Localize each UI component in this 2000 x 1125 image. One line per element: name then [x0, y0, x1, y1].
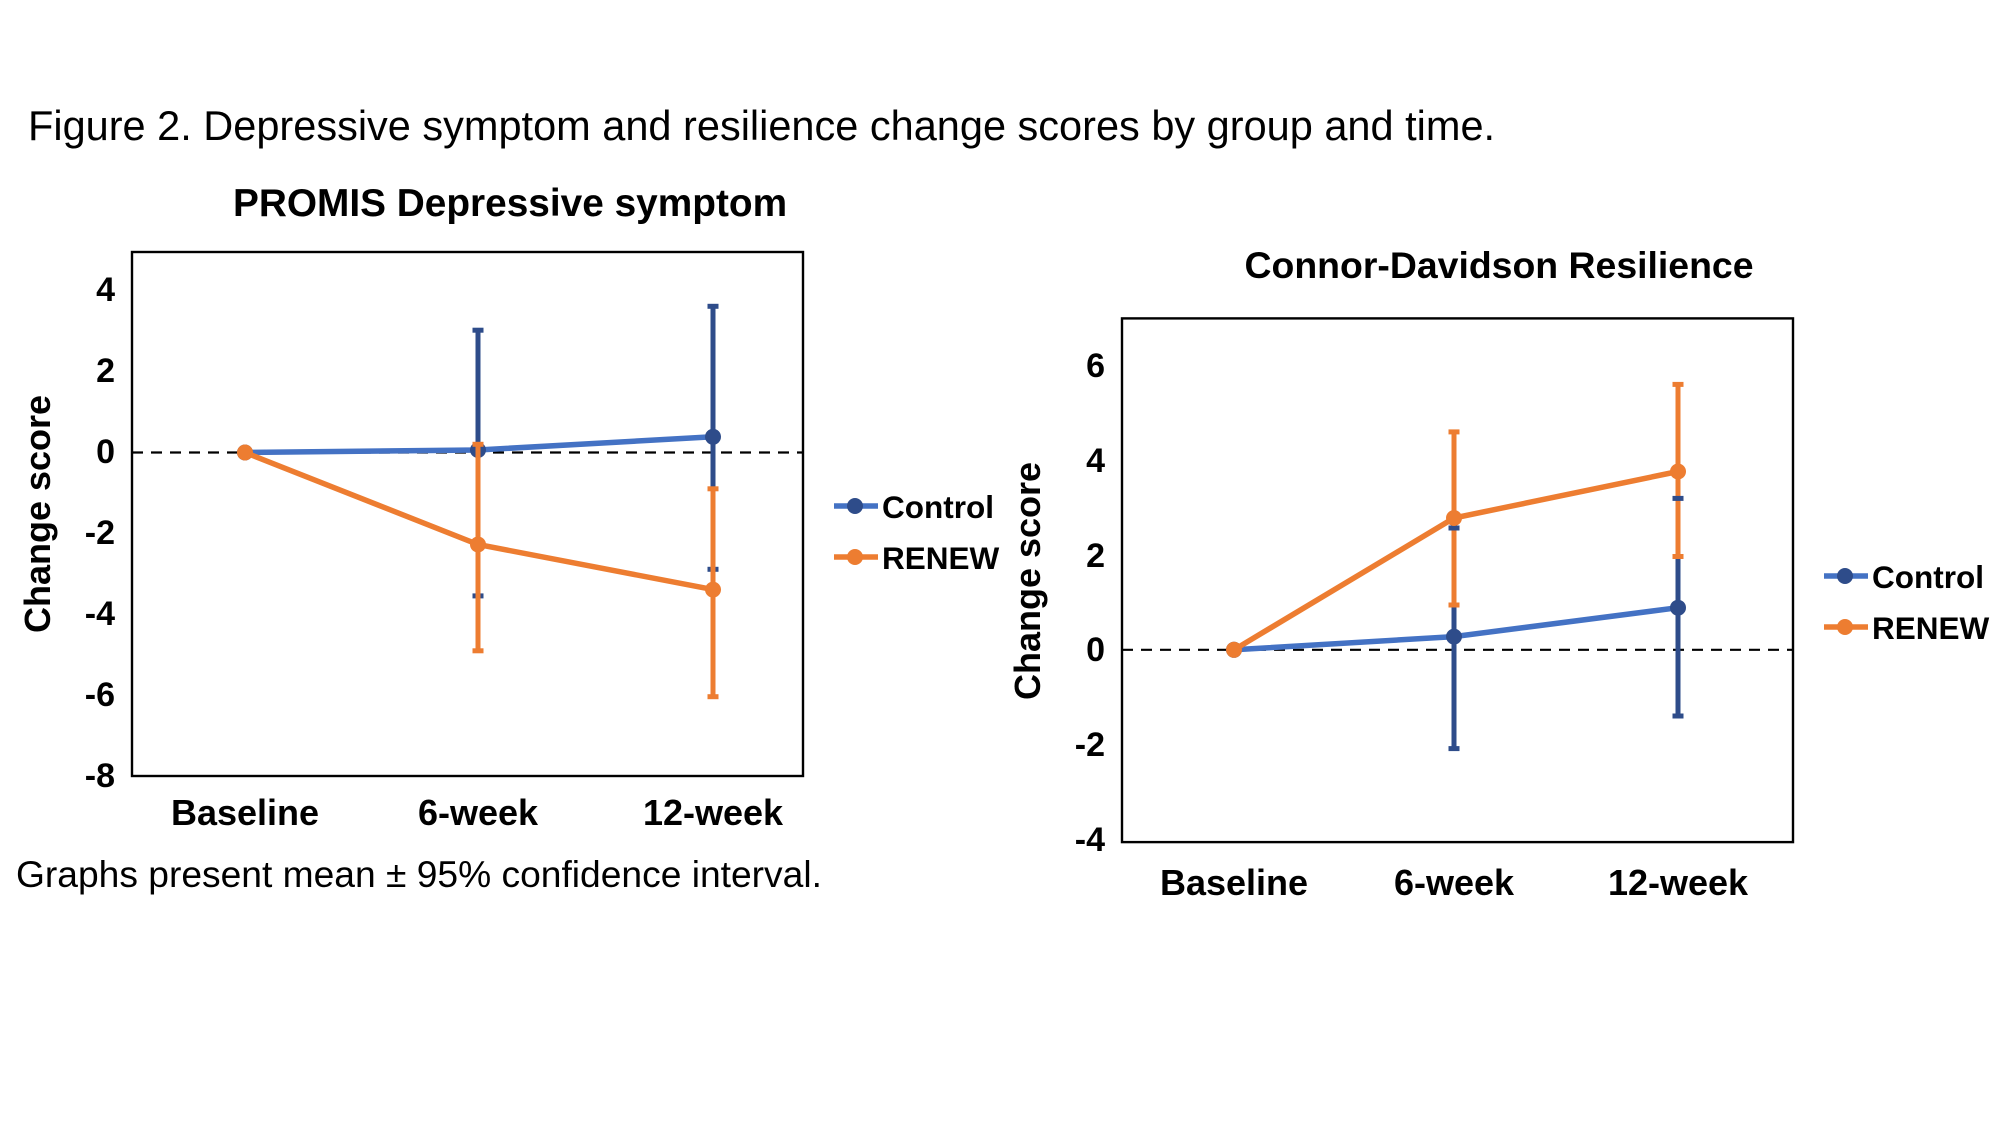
- svg-text:0: 0: [1086, 631, 1105, 669]
- svg-text:2: 2: [1086, 537, 1105, 575]
- svg-text:-2: -2: [1075, 726, 1105, 764]
- svg-text:Change score: Change score: [1007, 462, 1048, 700]
- svg-text:-4: -4: [1075, 821, 1105, 859]
- svg-text:4: 4: [1086, 442, 1105, 480]
- svg-text:Control: Control: [1872, 559, 1984, 595]
- svg-text:RENEW: RENEW: [1872, 610, 1990, 646]
- svg-text:Baseline: Baseline: [1160, 862, 1308, 903]
- svg-text:12-week: 12-week: [1608, 862, 1749, 903]
- svg-text:6-week: 6-week: [1394, 862, 1515, 903]
- svg-text:6: 6: [1086, 347, 1105, 385]
